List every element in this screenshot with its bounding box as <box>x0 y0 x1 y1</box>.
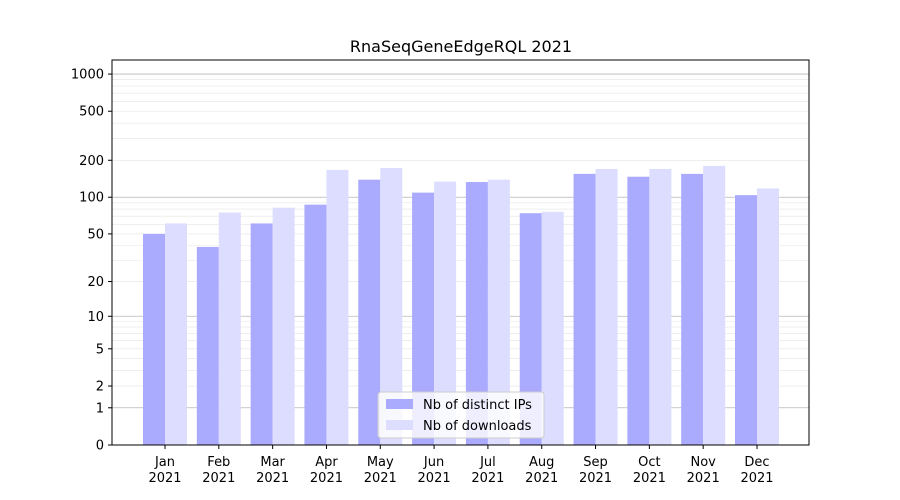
x-tick-label: Oct 2021 <box>633 455 666 486</box>
legend-label: Nb of distinct IPs <box>423 398 532 413</box>
x-tick-label: Jul 2021 <box>471 455 504 486</box>
bar-downloads <box>165 223 187 445</box>
x-tick-label: Apr 2021 <box>310 455 343 486</box>
bar-distinct-ips <box>465 182 488 445</box>
y-axis: 0 1 2 5 10 20 50 100 200 500 1000 <box>71 68 112 454</box>
bar-downloads <box>272 207 295 445</box>
bar-downloads <box>434 181 457 445</box>
bar-distinct-ips <box>304 204 327 445</box>
bar-distinct-ips <box>358 179 381 446</box>
plot-frame <box>111 59 810 446</box>
legend-swatch <box>386 399 413 409</box>
legend: Nb of distinct IPs Nb of downloads <box>377 391 545 439</box>
bars <box>143 165 779 446</box>
chart-title: RnaSeqGeneEdgeRQL 2021 <box>350 37 572 56</box>
bar-distinct-ips <box>196 246 219 445</box>
y-tick-label: 50 <box>87 227 104 242</box>
bar-downloads <box>703 165 726 446</box>
bar-distinct-ips <box>627 176 650 445</box>
bar-distinct-ips <box>573 173 596 445</box>
x-tick-label: Jun 2021 <box>418 455 451 486</box>
bar-distinct-ips <box>681 173 704 445</box>
y-tick-label: 10 <box>87 310 104 325</box>
bar-downloads <box>218 212 241 445</box>
x-axis: Jan 2021 Feb 2021 Mar 2021 Apr 2021 May 2021 Jun 20… <box>148 445 774 486</box>
y-tick-label: 500 <box>79 105 104 120</box>
y-tick-label: 5 <box>96 342 104 357</box>
bar-distinct-ips <box>250 223 273 445</box>
bar-downloads <box>487 179 510 446</box>
legend-label: Nb of downloads <box>423 419 532 434</box>
bar-downloads <box>595 168 618 445</box>
legend-swatch <box>386 420 413 430</box>
x-tick-label: May 2021 <box>364 455 397 486</box>
x-tick-label: Mar 2021 <box>256 455 289 486</box>
y-tick-label: 20 <box>87 275 104 290</box>
bar-distinct-ips <box>735 195 757 445</box>
bar-distinct-ips <box>143 233 165 445</box>
y-tick-label: 1000 <box>71 68 104 83</box>
bar-downloads <box>649 168 672 445</box>
bar-distinct-ips <box>412 192 435 445</box>
y-tick-label: 100 <box>79 191 104 206</box>
y-tick-label: 2 <box>96 380 104 395</box>
y-tick-label: 200 <box>79 154 104 169</box>
bar-downloads <box>541 211 564 445</box>
y-tick-label: 1 <box>96 401 104 416</box>
x-tick-label: Aug 2021 <box>525 455 558 486</box>
x-tick-label: Jan 2021 <box>148 455 181 486</box>
x-tick-label: Sep 2021 <box>579 455 612 486</box>
x-tick-label: Nov 2021 <box>687 455 720 486</box>
bar-downloads <box>326 169 349 445</box>
x-tick-label: Dec 2021 <box>740 455 773 486</box>
bar-downloads <box>380 168 403 445</box>
bar-distinct-ips <box>519 213 542 445</box>
x-tick-label: Feb 2021 <box>202 455 235 486</box>
bar-downloads <box>757 188 779 445</box>
y-tick-label: 0 <box>96 439 104 454</box>
legend-box <box>377 391 545 439</box>
